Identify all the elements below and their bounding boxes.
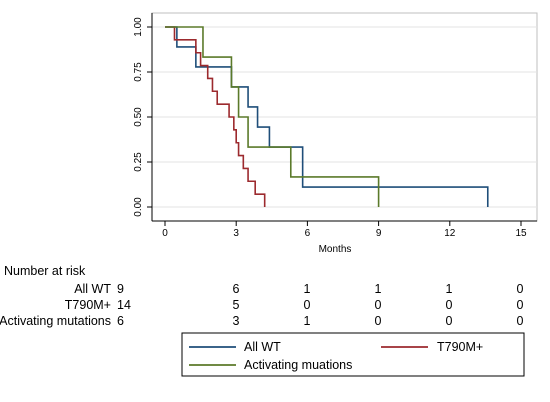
y-tick-label: 0.50 [133,107,144,127]
risk-cell: 5 [233,298,240,312]
risk-cell: 9 [117,282,124,296]
x-tick-labels: 0 3 6 9 12 15 [162,228,527,239]
y-tick-label: 0.75 [133,62,144,82]
x-tick-label: 6 [305,228,311,239]
survival-curves [165,26,489,207]
x-tick-label: 12 [444,228,456,239]
risk-cell: 0 [517,298,524,312]
risk-cell: 0 [446,314,453,328]
legend-box [181,332,525,377]
risk-cell: 0 [304,298,311,312]
legend-label: All WT [244,340,281,354]
legend-label: Activating muations [244,358,352,372]
y-tick-label: 0.00 [133,197,144,217]
risk-cell: 1 [446,282,453,296]
survival-curve-series-1 [165,26,266,207]
x-axis-label: Months [319,244,352,255]
risk-cell: 0 [517,314,524,328]
x-tick-label: 15 [515,228,527,239]
risk-row-label: T790M+ [65,298,111,312]
risk-table: Number at risk All WT 9 6 1 1 1 0 T790M+ 14 5 0 0 0 0 A… [0,264,524,328]
survival-curve-series-2 [165,26,380,207]
y-tick-label: 0.25 [133,152,144,172]
risk-cell: 14 [117,298,131,312]
legend: All WT T790M+ Activating muations [189,340,483,372]
y-tick-label: 1.00 [133,17,144,37]
x-tick-label: 9 [376,228,382,239]
axes [147,13,537,226]
risk-table-title: Number at risk [4,264,86,278]
risk-row-label: All WT [74,282,111,296]
risk-cell: 1 [375,282,382,296]
x-tick-label: 3 [233,228,239,239]
risk-cell: 0 [446,298,453,312]
legend-label: T790M+ [437,340,483,354]
risk-cell: 0 [375,298,382,312]
risk-cell: 0 [517,282,524,296]
survival-curve-series-0 [165,26,489,207]
risk-cell: 3 [233,314,240,328]
gridlines [152,26,537,208]
risk-row-label: Activating mutations [0,314,111,328]
risk-cell: 0 [375,314,382,328]
y-tick-labels: 0.00 0.25 0.50 0.75 1.00 [133,17,144,217]
risk-cell: 1 [304,282,311,296]
risk-cell: 6 [233,282,240,296]
risk-cell: 6 [117,314,124,328]
x-tick-label: 0 [162,228,168,239]
risk-cell: 1 [304,314,311,328]
